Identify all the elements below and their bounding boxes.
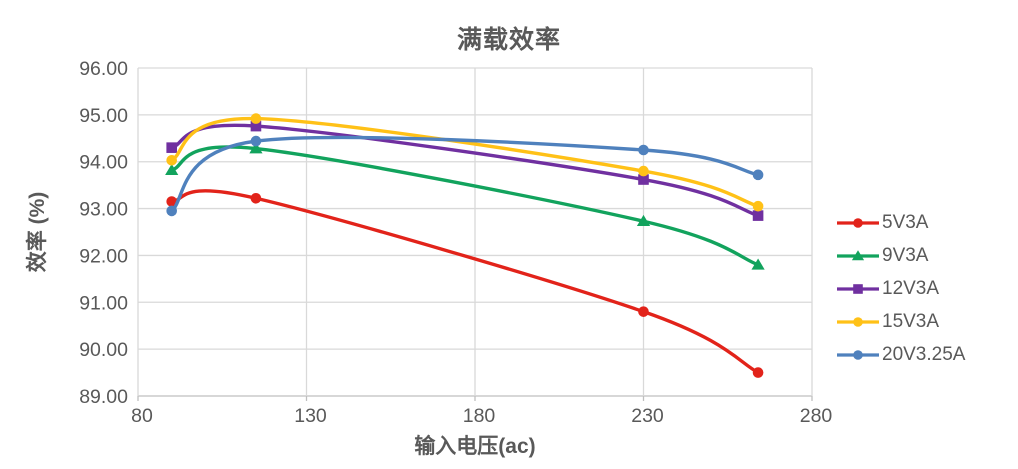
y-tick-label: 90.00 xyxy=(79,339,128,361)
legend: 5V3A 9V3A 12V3A 15V3A 20V3.25A xyxy=(836,206,965,371)
marker-circle-icon xyxy=(166,196,177,207)
x-tick-label: 180 xyxy=(463,405,496,427)
marker-circle-icon xyxy=(250,113,262,124)
marker-triangle-icon xyxy=(751,258,765,270)
marker-circle-icon xyxy=(250,192,262,204)
legend-line-circle-icon xyxy=(837,316,879,327)
marker-circle-icon xyxy=(166,205,177,217)
marker-circle-icon xyxy=(638,306,649,317)
marker-circle-icon xyxy=(752,200,764,212)
marker-circle-icon xyxy=(853,217,863,228)
marker-square-icon xyxy=(853,283,863,294)
y-tick-label: 89.00 xyxy=(79,386,128,408)
y-tick-label: 96.00 xyxy=(79,58,128,80)
y-tick-label: 94.00 xyxy=(79,152,128,174)
marker-square-icon xyxy=(166,142,177,153)
series-line-15V3A xyxy=(170,116,760,208)
marker-circle-icon xyxy=(638,165,649,177)
chart-title: 满载效率 xyxy=(456,26,561,54)
marker-triangle-icon xyxy=(165,163,179,175)
marker-triangle-icon xyxy=(249,142,263,154)
y-tick-label: 95.00 xyxy=(79,105,128,127)
legend-line-square-icon xyxy=(837,283,879,294)
legend-line-circle-icon xyxy=(837,217,879,228)
x-tick-label: 80 xyxy=(131,405,153,427)
legend-item-12v3a: 12V3A xyxy=(836,272,965,305)
marker-circle-icon xyxy=(752,367,764,378)
marker-circle-icon xyxy=(638,144,649,156)
legend-label: 20V3.25A xyxy=(882,343,966,365)
marker-circle-icon xyxy=(250,135,262,147)
y-tick-label: 91.00 xyxy=(79,292,128,314)
marker-square-icon xyxy=(250,120,262,132)
x-axis-label: 输入电压(ac) xyxy=(414,435,536,458)
series-line-20V3.25A xyxy=(170,135,760,213)
series-line-9V3A xyxy=(170,145,760,267)
y-tick-label: 92.00 xyxy=(79,245,128,267)
x-tick-label: 230 xyxy=(631,405,664,427)
legend-label: 9V3A xyxy=(882,244,929,266)
marker-circle-icon xyxy=(853,349,863,360)
legend-label: 15V3A xyxy=(882,310,940,332)
legend-item-9v3a: 9V3A xyxy=(836,239,965,272)
marker-square-icon xyxy=(638,174,649,185)
legend-line-triangle-icon xyxy=(837,249,879,260)
marker-circle-icon xyxy=(166,155,177,166)
legend-line-circle-icon xyxy=(837,349,879,360)
marker-triangle-icon xyxy=(851,249,865,260)
x-tick-label: 130 xyxy=(294,405,327,427)
y-tick-label: 93.00 xyxy=(79,199,128,221)
legend-item-5v3a: 5V3A xyxy=(836,206,965,239)
x-tick-label: 280 xyxy=(800,405,833,427)
marker-triangle-icon xyxy=(636,214,651,227)
marker-square-icon xyxy=(752,210,764,221)
legend-item-20v325a: 20V3.25A xyxy=(836,338,965,371)
legend-item-15v3a: 15V3A xyxy=(836,305,965,338)
series-line-5V3A xyxy=(170,189,760,375)
legend-label: 5V3A xyxy=(882,211,929,233)
marker-circle-icon xyxy=(853,316,863,327)
marker-circle-icon xyxy=(752,169,764,181)
legend-label: 12V3A xyxy=(882,277,940,299)
